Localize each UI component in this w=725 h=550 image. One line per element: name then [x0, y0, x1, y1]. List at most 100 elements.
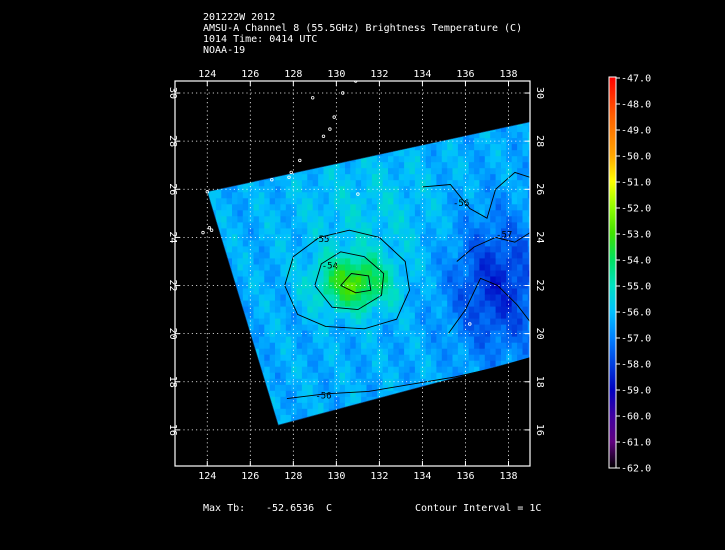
field-cell — [296, 414, 303, 421]
field-cell — [328, 173, 335, 181]
field-cell — [207, 209, 212, 217]
field-cell — [398, 294, 405, 301]
field-cell — [366, 191, 373, 199]
field-cell — [404, 354, 411, 361]
field-cell — [207, 137, 212, 145]
field-cell — [484, 227, 491, 235]
colorbar-labels: -47.0-48.0-49.0-50.0-51.0-52.0-53.0-54.0… — [616, 74, 651, 475]
field-cell — [393, 131, 400, 139]
field-cell — [237, 161, 244, 169]
field-cell — [210, 408, 217, 415]
field-cell — [377, 420, 384, 426]
field-cell — [291, 155, 298, 163]
field-cell — [495, 149, 502, 157]
field-cell — [457, 354, 464, 361]
field-cell — [371, 306, 378, 313]
field-cell — [382, 414, 389, 421]
field-cell — [495, 384, 502, 391]
field-cell — [388, 251, 394, 259]
field-cell — [371, 378, 378, 385]
field-cell — [312, 161, 319, 169]
field-cell — [404, 114, 410, 121]
field-cell — [210, 203, 217, 211]
field-cell — [301, 215, 308, 223]
field-cell — [334, 215, 341, 223]
field-cell — [345, 390, 351, 397]
field-cell — [291, 131, 298, 139]
field-cell — [366, 263, 373, 271]
field-cell — [366, 227, 373, 235]
field-cell — [312, 227, 319, 235]
field-cell — [264, 306, 271, 313]
field-cell — [404, 408, 411, 415]
field-cell — [253, 402, 260, 409]
field-cell — [296, 372, 303, 379]
field-cell — [275, 414, 281, 421]
field-cell — [210, 287, 217, 295]
field-cell — [517, 125, 524, 133]
field-cell — [522, 179, 529, 187]
field-cell — [275, 191, 281, 199]
field-cell — [398, 239, 405, 247]
x-tick-label-top: 128 — [284, 69, 302, 80]
field-cell — [307, 324, 314, 331]
field-cell — [506, 396, 513, 403]
field-cell — [318, 384, 325, 391]
field-cell — [248, 131, 255, 139]
field-cell — [463, 324, 470, 331]
field-cell — [522, 203, 529, 211]
field-cell — [350, 318, 357, 325]
field-cell — [207, 360, 212, 367]
field-cell — [258, 221, 265, 229]
field-cell — [490, 300, 497, 307]
field-cell — [511, 372, 518, 379]
field-cell — [490, 336, 497, 343]
field-cell — [350, 161, 357, 169]
field-cell — [301, 287, 308, 295]
field-cell — [339, 408, 346, 415]
field-cell — [409, 348, 416, 355]
field-cell — [339, 366, 346, 373]
field-cell — [468, 420, 475, 426]
field-cell — [323, 155, 330, 163]
field-cell — [398, 209, 405, 217]
field-cell — [436, 294, 443, 301]
field-cell — [323, 287, 330, 295]
field-cell — [237, 354, 244, 361]
field-cell — [207, 239, 212, 247]
field-cell — [258, 318, 265, 325]
field-cell — [237, 167, 244, 175]
field-cell — [285, 287, 292, 295]
field-cell — [248, 372, 255, 379]
field-cell — [207, 233, 212, 241]
field-cell — [393, 420, 400, 426]
field-cell — [361, 300, 368, 307]
field-cell — [527, 324, 531, 331]
field-cell — [527, 131, 531, 139]
field-cell — [511, 125, 518, 133]
field-cell — [275, 275, 281, 283]
field-cell — [258, 257, 265, 265]
field-cell — [377, 251, 384, 259]
field-cell — [285, 239, 292, 247]
field-cell — [210, 324, 217, 331]
field-cell — [409, 197, 416, 205]
field-cell — [484, 287, 491, 295]
field-cell — [425, 191, 432, 199]
field-cell — [285, 221, 292, 229]
field-cell — [431, 390, 437, 397]
field-cell — [296, 121, 303, 127]
field-cell — [393, 167, 400, 175]
field-cell — [264, 221, 271, 229]
field-cell — [280, 281, 287, 289]
field-cell — [361, 306, 368, 313]
field-cell — [425, 203, 432, 211]
field-cell — [361, 215, 368, 223]
field-cell — [285, 215, 292, 223]
field-cell — [215, 336, 222, 343]
field-cell — [269, 161, 276, 169]
field-cell — [517, 245, 524, 253]
field-cell — [280, 114, 286, 121]
field-cell — [404, 149, 411, 157]
field-cell — [474, 378, 481, 385]
